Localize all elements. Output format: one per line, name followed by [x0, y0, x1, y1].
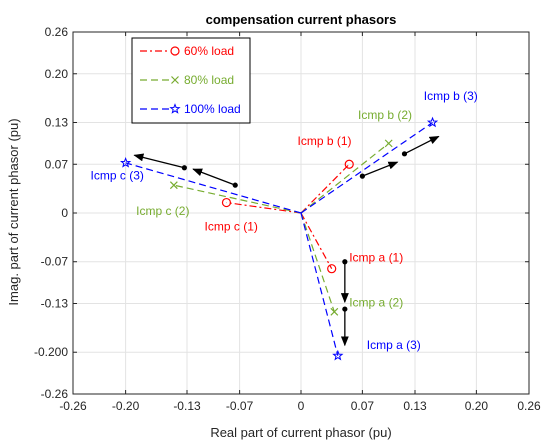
y-tick-label: -0.200 — [34, 345, 68, 359]
transition-arrow — [362, 161, 399, 177]
phasor-marker — [344, 159, 354, 169]
x-tick-label: 0.26 — [517, 399, 541, 413]
y-axis-label: Imag. part of current phasor (pu) — [6, 118, 21, 305]
phasor-marker — [384, 139, 393, 148]
phasor-line — [300, 122, 433, 214]
phasor-label: Icmp c (1) — [205, 219, 258, 233]
phasor-marker — [332, 349, 344, 361]
phasor-marker — [327, 264, 337, 274]
phasor-label: Icmp b (1) — [297, 134, 351, 148]
x-tick-label: -0.20 — [112, 399, 140, 413]
phasor-label: Icmp a (3) — [367, 338, 421, 352]
phasor-marker — [119, 156, 132, 168]
y-tick-label: -0.13 — [41, 297, 69, 311]
phasor-line — [300, 142, 390, 214]
y-tick-label: 0.07 — [45, 157, 69, 171]
plot-area: -0.26 -0.20 -0.13 -0.07 0 0.07 0.13 0.20 0.26 -0.… — [34, 25, 541, 413]
y-tick-label: 0.26 — [45, 25, 69, 39]
phasor-label: Icmp b (2) — [358, 108, 412, 122]
legend-marker — [171, 76, 179, 84]
phasor-label: Icmp b (3) — [424, 89, 478, 103]
phasor-label: Icmp a (2) — [349, 295, 403, 309]
phasor-label: Icmp c (2) — [136, 204, 189, 218]
chart-title: compensation current phasors — [206, 12, 397, 27]
x-tick-label: -0.26 — [59, 399, 87, 413]
x-tick-label: 0.20 — [465, 399, 489, 413]
transition-arrow — [192, 168, 236, 186]
x-tick-label: -0.07 — [226, 399, 254, 413]
y-tick-label: 0.13 — [45, 116, 69, 130]
legend-entry: 60% load — [184, 44, 234, 58]
phasor-marker — [169, 181, 178, 190]
phasor-line — [125, 162, 302, 214]
x-axis-label: Real part of current phasor (pu) — [210, 425, 391, 440]
phasor-line — [226, 201, 302, 214]
legend-marker — [169, 103, 181, 114]
y-tick-label: -0.26 — [41, 387, 69, 401]
y-tick-label: 0.20 — [45, 67, 69, 81]
transition-arrow — [404, 135, 440, 155]
transition-arrow — [133, 153, 185, 169]
phasor-label: Icmp c (3) — [91, 169, 144, 183]
phasor-line — [300, 163, 350, 214]
phasor-marker — [330, 307, 339, 316]
y-tick-label: 0 — [61, 206, 68, 220]
x-tick-label: -0.13 — [173, 399, 201, 413]
phasor-line — [300, 212, 335, 313]
phasor-label: Icmp a (1) — [349, 251, 403, 265]
x-tick-label: 0.13 — [403, 399, 427, 413]
phasor-line — [300, 212, 333, 269]
x-tick-label: 0.07 — [351, 399, 375, 413]
phasor-marker — [426, 116, 439, 128]
x-tick-label: 0 — [298, 399, 305, 413]
y-tick-label: -0.07 — [41, 255, 69, 269]
legend-marker — [170, 46, 180, 56]
phasor-marker — [221, 197, 232, 208]
phasor-line — [300, 212, 339, 356]
legend-entry: 100% load — [184, 102, 241, 116]
legend-entry: 80% load — [184, 73, 234, 87]
